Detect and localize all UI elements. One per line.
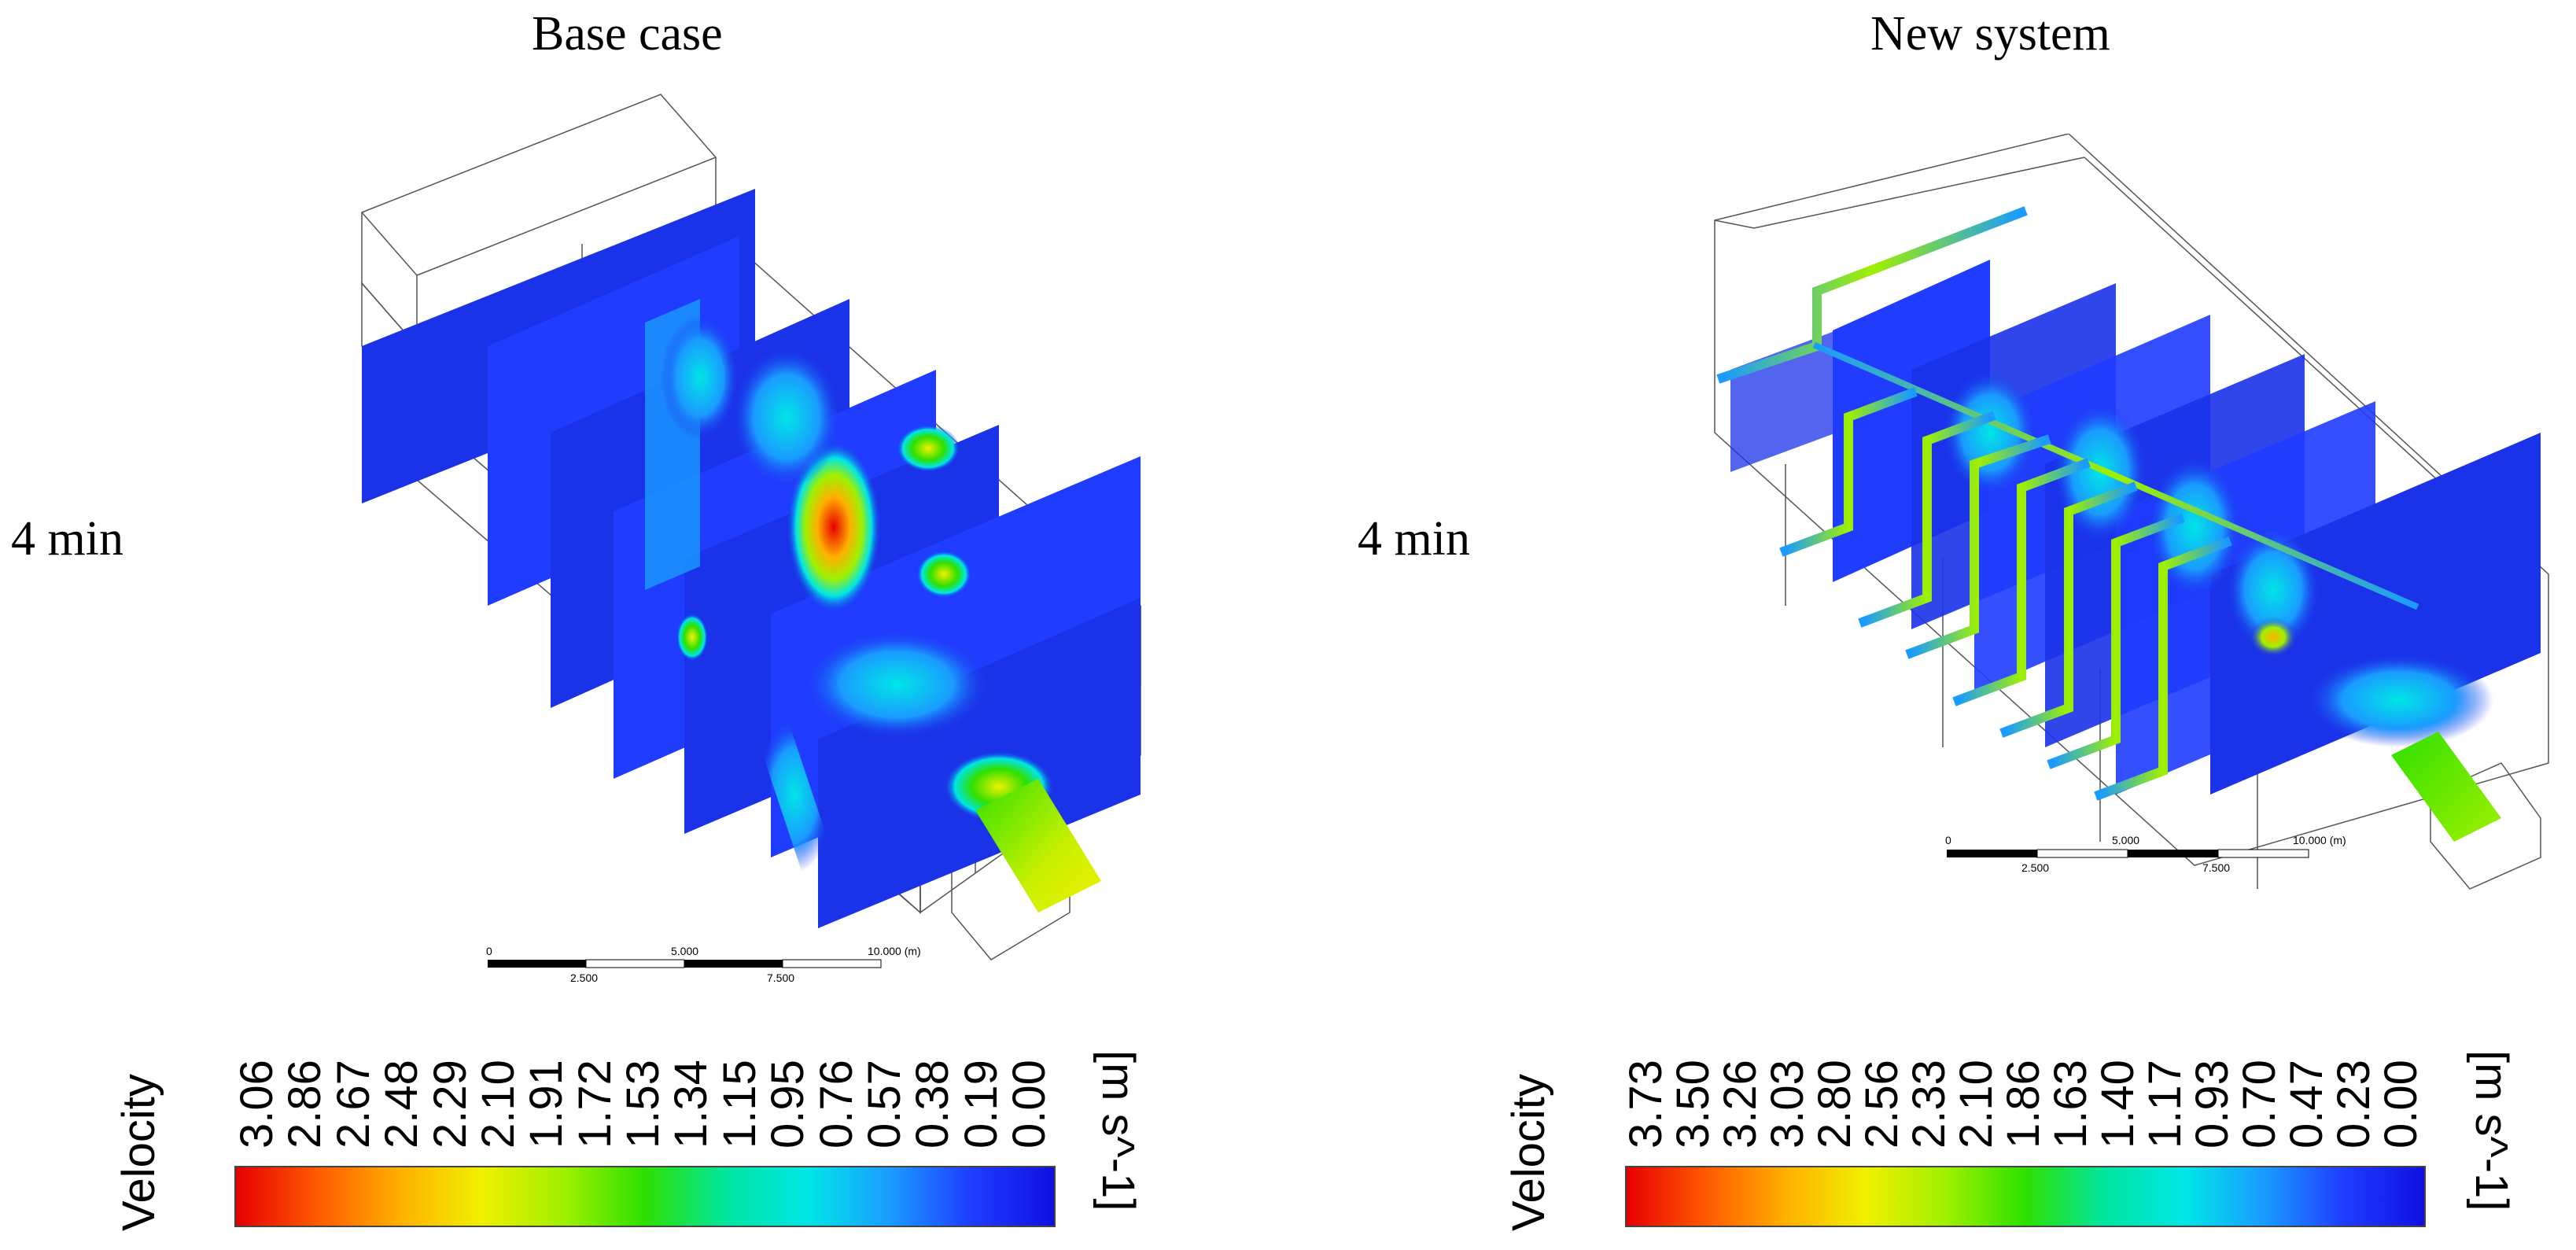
legend-tick-label: 1.40 (2092, 1060, 2143, 1149)
pipe (1999, 481, 2138, 738)
legend-tick-label: 2.86 (279, 1060, 331, 1149)
legend-tick-label: 2.29 (424, 1060, 476, 1149)
scalebar-label: 0 (486, 945, 492, 957)
colorbar (1625, 1166, 2426, 1227)
scalebar-label: 5.000 (2112, 834, 2139, 846)
pipe (1779, 387, 1918, 557)
cfd-velocity-contour-new: 0 5.000 10.000 (m) 2.500 7.500 (1714, 134, 2549, 890)
legend-tick-label: 2.10 (472, 1060, 524, 1149)
legend-tick-label: 3.73 (1620, 1060, 1671, 1149)
inlet-duct (2391, 732, 2501, 842)
legend-title: Velocity (113, 1074, 164, 1231)
legend-tick-label: 3.06 (231, 1060, 282, 1149)
legend-tick-label: 2.67 (327, 1060, 379, 1149)
velocity-region (755, 716, 834, 873)
pipe (1905, 434, 2051, 659)
legend-unit: [m s^-1] (2466, 1050, 2517, 1211)
legend-tick-label: 0.00 (1004, 1060, 1055, 1149)
scalebar-label: 7.500 (767, 972, 794, 984)
scalebar: 0 5.000 10.000 (m) 2.500 7.500 (486, 945, 921, 984)
scalebar: 0 5.000 10.000 (m) 2.500 7.500 (1945, 834, 2346, 874)
pipe (1858, 411, 1996, 628)
plane-slice (2210, 433, 2541, 795)
legend-tick-label: 1.34 (665, 1060, 717, 1149)
legend-tick-label: 3.50 (1668, 1060, 1719, 1149)
inlet-duct (975, 779, 1101, 913)
scalebar-label: 7.500 (2202, 861, 2230, 874)
velocity-hotspot (897, 425, 960, 472)
pipe (1812, 341, 2419, 610)
legend-tick-label: 1.15 (713, 1060, 765, 1149)
colorbar (234, 1166, 1056, 1227)
scalebar-label: 2.500 (570, 972, 598, 984)
velocity-region (2226, 527, 2320, 653)
legend-tick-label: 1.53 (617, 1060, 669, 1149)
legend-tick-label: 1.86 (1998, 1060, 2049, 1149)
time-label: 4 min (11, 512, 123, 566)
velocity-hotspot (787, 441, 881, 614)
velocity-region (802, 629, 991, 739)
legend-tick-label: 2.48 (376, 1060, 428, 1149)
cfd-velocity-contour-base: 0 5.000 10.000 (m) 2.500 7.500 (361, 94, 1141, 984)
scalebar-label: 5.000 (671, 945, 698, 957)
time-label: 4 min (1358, 512, 1470, 566)
legend-tick-label: 0.76 (810, 1060, 862, 1149)
legend-tick-label: 0.93 (2187, 1060, 2238, 1149)
legend-tick-label: 0.38 (907, 1060, 959, 1149)
velocity-region (661, 315, 739, 441)
legend-tick-label: 2.56 (1856, 1060, 1907, 1149)
scalebar-label: 10.000 (m) (868, 945, 921, 957)
velocity-hotspot (676, 614, 708, 661)
supply-pipes (1716, 206, 2482, 801)
legend-tick-label: 0.70 (2234, 1060, 2285, 1149)
velocity-hotspot (916, 551, 971, 598)
legend-tick-label: 2.80 (1809, 1060, 1860, 1149)
pipe (2094, 537, 2232, 801)
velocity-planes (362, 189, 1141, 928)
legend-tick-label: 0.47 (2281, 1060, 2332, 1149)
legend-unit: [m s^-1] (1093, 1050, 1144, 1211)
legend-tick-label: 0.23 (2328, 1060, 2379, 1149)
legend-tick-label: 0.95 (762, 1060, 814, 1149)
legend-tick-label: 2.10 (1951, 1060, 2002, 1149)
legend-tick-label: 0.00 (2375, 1060, 2427, 1149)
pipe (2047, 513, 2185, 769)
velocity-region (732, 346, 842, 488)
legend-tick-label: 0.57 (858, 1060, 910, 1149)
legend-title: Velocity (1503, 1074, 1554, 1231)
legend-tick-label: 1.91 (521, 1060, 573, 1149)
scalebar-label: 2.500 (2021, 861, 2049, 874)
legend-tick-label: 1.17 (2139, 1060, 2191, 1149)
panel-title: Base case (532, 7, 723, 61)
velocity-planes (1730, 260, 2541, 842)
pipe (1952, 458, 2091, 706)
legend-tick-label: 2.33 (1903, 1060, 1955, 1149)
scalebar-label: 0 (1945, 834, 1951, 846)
pipe (1716, 206, 2028, 384)
scalebar-label: 10.000 (m) (2293, 834, 2346, 846)
legend-tick-label: 3.26 (1715, 1060, 1766, 1149)
legend-tick-label: 1.63 (2045, 1060, 2096, 1149)
velocity-region (2305, 653, 2493, 747)
velocity-region (1943, 370, 2037, 496)
panel-title: New system (1870, 7, 2110, 61)
legend-tick-label: 3.03 (1762, 1060, 1813, 1149)
legend-tick-label: 0.19 (955, 1060, 1007, 1149)
legend-tick-label: 1.72 (569, 1060, 621, 1149)
